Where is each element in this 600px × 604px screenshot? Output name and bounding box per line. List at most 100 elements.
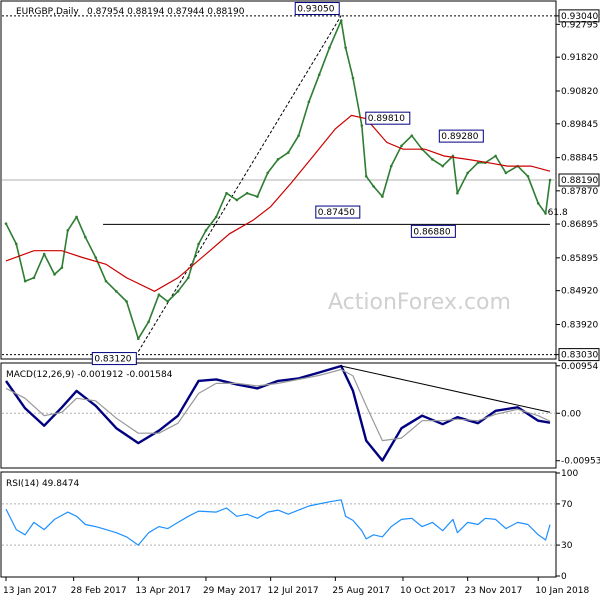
x-axis-tick-label: 25 Aug 2017 [332,586,390,596]
price-axis-tick-label: 0.87870 [561,187,598,197]
price-point [381,195,384,198]
rsi-panel-title: RSI(14) 49.8474 [6,479,79,489]
price-annotation-label: 0.89810 [368,114,405,124]
x-axis-tick-label: 23 Nov 2017 [465,586,523,596]
fib-label: 61.8 [548,208,568,218]
watermark: ActionForex.com [328,290,511,315]
price-annotation-label: 0.83120 [94,355,131,365]
price-point [94,256,97,259]
price-panel-title: EURGBP,Daily [16,7,79,17]
price-point [147,320,150,324]
x-axis-tick-label: 28 Feb 2017 [71,586,127,596]
price-point [456,191,459,195]
macd-panel-title: MACD(12,26,9) -0.001912 -0.001584 [6,370,173,380]
price-axis-tick-label: 0.86895 [561,220,598,230]
price-point [504,171,508,175]
price-axis-tick-box [558,348,600,362]
price-axis-tick-label: 0.91820 [561,53,598,63]
price-point [494,154,497,158]
price-point [286,151,290,154]
price-point [339,19,343,22]
price-annotation-box [315,205,361,219]
x-axis-tick-label: 29 May 2017 [203,586,262,596]
price-annotation-box [438,129,484,143]
price-annotation-label: 0.87450 [318,208,355,218]
macd-layer [2,364,556,462]
last-price-box [558,173,600,187]
price-ohlc-values: 0.87954 0.88194 0.87944 0.88190 [87,7,245,17]
price-point [60,266,64,269]
price-point [114,290,118,293]
price-point [476,161,480,165]
price-point [266,171,270,175]
price-point [53,273,56,276]
price-point [23,279,27,283]
price-point [307,100,311,104]
price-point [276,158,280,161]
price-point [84,235,87,239]
price-point [400,144,403,148]
macd-axis-tick-label: 0.00 [561,409,581,419]
x-axis-tick-label: 13 Jan 2017 [3,586,57,596]
price-point [225,191,228,195]
price-point [548,178,552,182]
x-axis-tick-label: 10 Jan 2018 [535,586,589,596]
price-point [32,276,36,280]
price-point [317,73,321,77]
x-axis-tick-label: 10 Oct 2017 [400,586,456,596]
price-point [297,134,300,137]
price-annotation-label: 0.93050 [297,5,334,15]
price-point [351,76,355,80]
price-annotation-box [91,352,137,366]
price-header: EURGBP,Daily 0.87954 0.88194 0.87944 0.8… [16,7,245,17]
price-point [544,212,547,215]
price-point [104,279,108,283]
price-axis-tick-label: 0.93040 [561,12,598,22]
price-point [137,337,140,341]
macd-axis-tick-label: 0.00954 [561,362,598,372]
macd-line [5,364,551,462]
price-point [197,242,200,246]
price-annotation-box [294,2,340,16]
price-point [187,276,190,280]
price-point [125,300,128,303]
price-point [245,191,249,195]
price-point [328,46,331,49]
rsi-layer [2,499,556,546]
price-axis-tick-label: 0.90820 [561,87,598,97]
macd-axis-tick-label: -0.009538 [561,457,600,467]
price-point [441,164,444,168]
price-point [431,158,434,161]
price-point [166,300,170,303]
rsi-axis-tick-label: 100 [561,469,578,479]
rsi-panel-frame [0,471,557,578]
rsi-axis-tick-label: 70 [561,500,573,510]
rsi-axis-tick-label: 0 [561,572,567,582]
price-point [466,171,469,175]
last-price-label: 0.88190 [561,176,598,186]
price-point [364,174,368,178]
x-axis-tick-label: 12 Jul 2017 [268,586,319,596]
uptrend-line [137,15,342,352]
x-axis-tick-label: 13 Apr 2017 [135,586,191,596]
price-point [256,195,259,198]
price-annotation-label: 0.86880 [413,227,450,237]
price-axis-tick-label: 0.83030 [561,351,598,361]
price-annotation-box [365,111,411,125]
price-point [526,174,530,178]
price-axis-tick-label: 0.89845 [561,120,598,130]
price-point [66,229,70,232]
price-annotation-label: 0.89280 [441,132,478,142]
macd-panel-frame [0,362,557,469]
price-axis-tick-label: 0.83920 [561,320,598,330]
price-axis-tick-label: 0.88845 [561,154,598,164]
macd-signal-line [5,368,551,442]
price-point [536,202,540,205]
price-axis-tick-box [558,9,600,23]
price-point [410,134,414,137]
price-point [176,290,180,293]
